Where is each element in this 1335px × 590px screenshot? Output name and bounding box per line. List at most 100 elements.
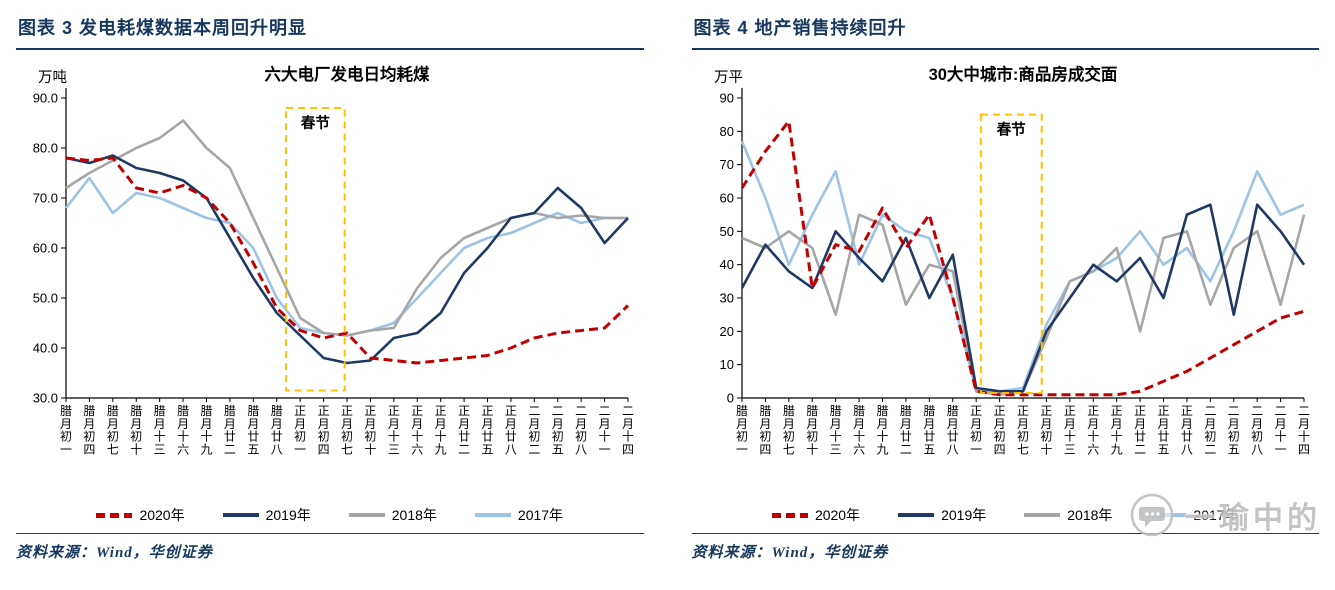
x-axis-label: 二月初五 <box>552 404 564 456</box>
spring-festival-label: 春节 <box>301 114 330 132</box>
source-attribution: 资料来源：Wind，华创证券 <box>16 545 213 561</box>
x-axis-label: 二月十四 <box>622 404 634 456</box>
x-axis-label: 正月初十 <box>364 404 376 456</box>
y-axis-tick-label: 70 <box>719 157 733 172</box>
x-axis-label: 腊月初七 <box>107 404 119 456</box>
source-attribution: 资料来源：Wind，华创证券 <box>691 545 889 561</box>
y-axis-tick-label: 90.0 <box>33 91 58 106</box>
x-axis-label: 腊月十六 <box>853 404 865 456</box>
x-axis-label: 二月初二 <box>1204 404 1216 456</box>
x-axis-label: 正月十六 <box>1087 404 1099 456</box>
x-axis-label: 正月初四 <box>993 404 1005 456</box>
legend-item-2020年: 2020年 <box>96 505 185 525</box>
x-axis-label: 正月十三 <box>1063 404 1075 456</box>
x-axis-label: 正月十六 <box>411 404 423 456</box>
x-axis-label: 正月初一 <box>970 404 982 456</box>
x-axis-label: 腊月初一 <box>60 404 72 456</box>
legend-label: 2017年 <box>1193 507 1239 523</box>
y-axis-tick-label: 80.0 <box>33 141 58 156</box>
x-axis-label: 正月廿八 <box>505 404 517 456</box>
axis-unit-label: 万平 <box>714 70 743 86</box>
x-axis-label: 正月廿八 <box>1180 404 1192 456</box>
y-axis-tick-label: 90 <box>719 91 733 106</box>
legend-item-2018年: 2018年 <box>1024 505 1112 525</box>
x-axis-label: 腊月十三 <box>829 404 841 456</box>
series-line-2020年 <box>65 156 630 365</box>
figure-4-footer: 资料来源：Wind，华创证券 <box>691 533 1319 562</box>
series-line-2017年 <box>740 140 1305 393</box>
watermark: 一瑜中的 <box>1129 492 1321 538</box>
spring-festival-label: 春节 <box>996 121 1025 139</box>
spring-festival-box <box>285 107 346 392</box>
legend-swatch <box>474 513 511 517</box>
y-axis-tick-label: 40.0 <box>33 341 58 356</box>
legend-label: 2017年 <box>517 507 564 523</box>
x-axis-label: 二月初八 <box>1251 404 1263 456</box>
x-axis-label: 正月十九 <box>1110 404 1122 456</box>
y-axis-tick-label: 20 <box>719 324 733 339</box>
legend-label: 2020年 <box>814 507 861 523</box>
chart-title: 六大电厂发电日均耗煤 <box>265 64 431 84</box>
panel-coal-consumption: 图表 3 发电耗煤数据本周回升明显 六大电厂发电日均耗煤 万吨 30.0 40.0 50… <box>16 12 644 562</box>
legend-item-2018年: 2018年 <box>348 505 437 525</box>
legend-label: 2019年 <box>941 507 987 523</box>
x-axis-label: 正月初七 <box>1016 404 1028 456</box>
x-axis-label: 腊月廿八 <box>271 404 283 456</box>
x-axis-label: 二月初二 <box>528 404 540 456</box>
x-axis-label: 腊月初四 <box>759 404 771 456</box>
watermark-text: 一瑜中的 <box>1185 502 1321 535</box>
x-axis-label: 二月初五 <box>1227 404 1239 456</box>
x-axis-label: 腊月初十 <box>130 404 142 456</box>
series-line-2018年 <box>740 213 1305 397</box>
x-axis-label: 正月初一 <box>294 404 306 456</box>
x-axis-label: 腊月廿二 <box>224 404 236 456</box>
legend-swatch <box>348 513 385 517</box>
coal-consumption-line-chart: 六大电厂发电日均耗煤 万吨 30.0 40.0 50.0 60.0 70.0 80.0 90.0… <box>33 64 634 456</box>
legend-label: 2019年 <box>265 507 311 523</box>
legend-label: 2018年 <box>1067 507 1113 523</box>
x-axis-label: 二月十一 <box>599 404 611 456</box>
x-axis-label: 二月初八 <box>575 404 587 456</box>
x-axis-label: 腊月廿二 <box>899 404 911 456</box>
watermark-chat-bubble-hand-icon <box>1130 493 1174 537</box>
x-axis-label: 正月十九 <box>435 404 447 456</box>
y-axis-tick-label: 30.0 <box>33 391 58 406</box>
panel-housing-sales: 图表 4 地产销售持续回升 30大中城市:商品房成交面 万平 0 10 20 30 40 50… <box>691 12 1319 562</box>
legend-label: 2018年 <box>391 507 437 523</box>
legend-item-2020年: 2020年 <box>771 505 861 525</box>
y-axis-tick-label: 70.0 <box>33 191 58 206</box>
x-axis-label: 正月廿二 <box>458 404 470 456</box>
y-axis-tick-label: 40 <box>719 257 733 272</box>
x-axis-label: 腊月十三 <box>154 404 166 456</box>
y-axis-tick-label: 50 <box>719 224 733 239</box>
axis-unit-label: 万吨 <box>38 69 67 86</box>
x-axis-label: 正月廿五 <box>1157 404 1169 456</box>
y-axis-tick-label: 30 <box>719 291 733 306</box>
x-axis-label: 腊月廿五 <box>923 404 935 456</box>
spring-festival-box <box>979 113 1043 395</box>
legend-swatch <box>771 512 808 518</box>
legend-swatch <box>222 513 259 517</box>
x-axis-label: 正月廿五 <box>481 404 493 456</box>
series-line-2020年 <box>740 119 1304 397</box>
x-axis-label: 腊月初一 <box>735 404 747 456</box>
report-charts-row: 图表 3 发电耗煤数据本周回升明显 六大电厂发电日均耗煤 万吨 30.0 40.0 50… <box>16 12 1319 562</box>
x-axis-label: 正月初七 <box>341 404 353 456</box>
x-axis-label: 正月初十 <box>1040 404 1052 456</box>
x-axis-label: 正月廿二 <box>1134 404 1146 456</box>
series-line-2018年 <box>65 119 628 337</box>
x-axis-label: 正月十三 <box>388 404 400 456</box>
legend-item-2019年: 2019年 <box>222 505 311 525</box>
y-axis-tick-label: 10 <box>719 357 733 372</box>
figure-4-header: 图表 4 地产销售持续回升 <box>691 12 1319 50</box>
y-axis-tick-label: 60.0 <box>33 241 58 256</box>
figure-3-footer: 资料来源：Wind，华创证券 <box>16 533 644 562</box>
x-axis-label: 腊月初七 <box>782 404 794 456</box>
y-axis-tick-label: 50.0 <box>33 291 58 306</box>
x-axis-label: 腊月十六 <box>177 404 189 456</box>
x-axis-label: 腊月初四 <box>83 404 95 456</box>
legend-swatch <box>898 513 935 517</box>
y-axis-tick-label: 80 <box>719 124 733 139</box>
legend-swatch <box>1024 513 1061 517</box>
legend-swatch <box>96 512 133 518</box>
